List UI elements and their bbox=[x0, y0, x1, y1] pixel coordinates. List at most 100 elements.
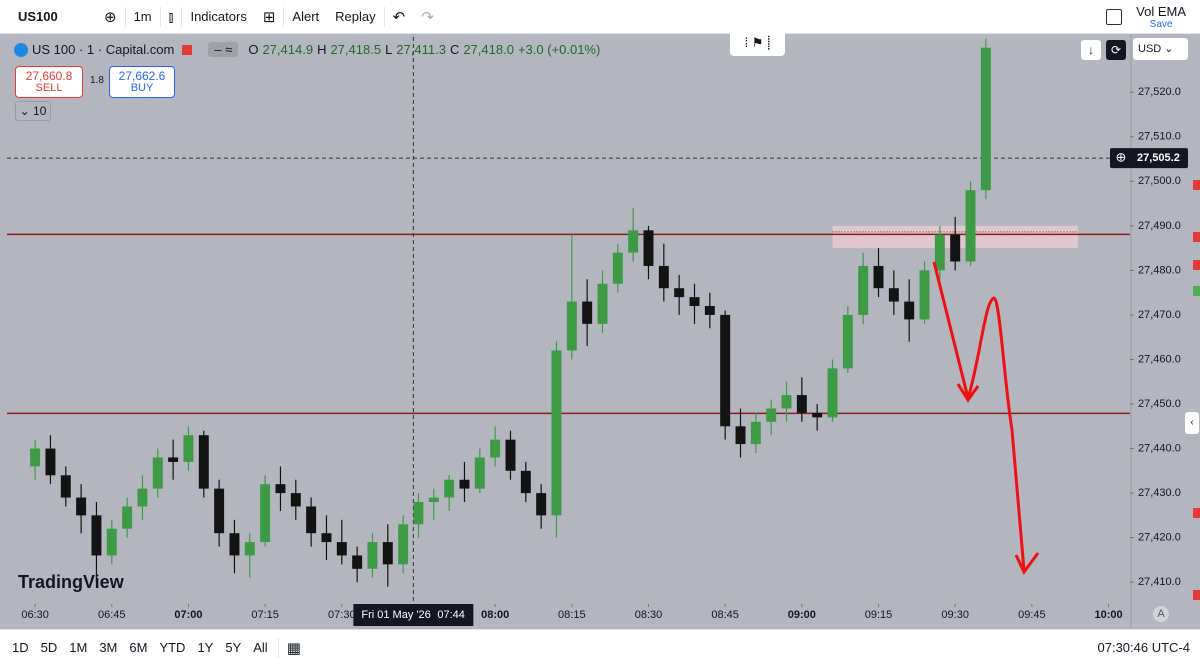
candle-body bbox=[428, 497, 439, 503]
y-tick-label: 27,410.0 bbox=[1138, 576, 1181, 588]
side-marker bbox=[1193, 232, 1200, 242]
separator bbox=[124, 6, 126, 27]
candle-body bbox=[750, 421, 761, 445]
y-tick-label: 27,450.0 bbox=[1138, 398, 1181, 410]
bottom-toolbar: 1D 5D 1M 3M 6M YTD 1Y 5Y All ▦ 07:30:46 UTC-4 bbox=[0, 629, 1200, 665]
buy-button[interactable]: 27,662.6 BUY bbox=[109, 66, 175, 98]
candle-body bbox=[490, 439, 501, 458]
layouts-icon[interactable]: ⊞ bbox=[262, 7, 276, 26]
separator bbox=[383, 6, 385, 27]
side-marker bbox=[1193, 508, 1200, 518]
symbol-logo bbox=[14, 42, 28, 57]
candle-body bbox=[566, 301, 577, 351]
range-button[interactable]: 6M bbox=[129, 640, 148, 655]
replay-button[interactable]: Replay bbox=[335, 9, 376, 24]
x-tick-label: 09:30 bbox=[941, 609, 969, 621]
interval[interactable]: 1m bbox=[133, 9, 152, 24]
volume-toggle[interactable]: ⌄ 10 bbox=[15, 101, 51, 121]
candle-body bbox=[980, 47, 991, 191]
candle-body bbox=[352, 555, 363, 569]
candle-body bbox=[536, 493, 547, 516]
y-tick-label: 27,420.0 bbox=[1138, 532, 1181, 544]
range-button[interactable]: 1Y bbox=[197, 640, 214, 655]
auto-label: A bbox=[1157, 608, 1165, 620]
y-tick-label: 27,460.0 bbox=[1138, 353, 1181, 365]
candle-body bbox=[91, 515, 102, 556]
y-tick-label: 27,440.0 bbox=[1138, 442, 1181, 454]
y-tick-label: 27,490.0 bbox=[1138, 220, 1181, 232]
side-marker bbox=[1193, 180, 1200, 190]
candle-body bbox=[858, 265, 869, 315]
range-button[interactable]: 5Y bbox=[225, 640, 242, 655]
candle-body bbox=[275, 484, 286, 494]
y-tick-label: 27,500.0 bbox=[1138, 175, 1181, 187]
crosshair-date: Fri 01 May '26 bbox=[361, 609, 430, 621]
range-button[interactable]: 1D bbox=[12, 640, 29, 655]
range-button[interactable]: All bbox=[253, 640, 268, 655]
sync-button[interactable]: ⟳ bbox=[1106, 40, 1126, 60]
chart-type-icon[interactable]: ⫾ bbox=[168, 7, 174, 26]
x-tick-label: 08:45 bbox=[711, 609, 739, 621]
candle-body bbox=[781, 395, 792, 409]
candle-body bbox=[965, 190, 976, 262]
candle-body bbox=[168, 457, 179, 462]
l-value: 27,411.3 bbox=[396, 42, 446, 57]
symbol[interactable]: US100 bbox=[18, 9, 58, 24]
range-button[interactable]: 1M bbox=[69, 640, 88, 655]
candle-body bbox=[444, 479, 455, 498]
candle-body bbox=[45, 448, 56, 476]
y-tick-label: 27,430.0 bbox=[1138, 487, 1181, 499]
h-value: 27,418.5 bbox=[330, 42, 382, 57]
range-button[interactable]: 5D bbox=[40, 640, 58, 655]
currency-select[interactable]: USD ⌄ bbox=[1133, 38, 1188, 60]
candle-body bbox=[260, 484, 271, 543]
range-button[interactable]: YTD bbox=[159, 640, 186, 655]
y-tick-label: 27,480.0 bbox=[1138, 264, 1181, 276]
candle-body bbox=[30, 448, 41, 467]
scroll-button[interactable]: ↓ bbox=[1081, 40, 1101, 60]
candle-body bbox=[336, 542, 347, 556]
redo-icon[interactable]: ↷ bbox=[421, 7, 434, 26]
candle-body bbox=[582, 301, 593, 324]
y-tick-label: 27,520.0 bbox=[1138, 86, 1181, 98]
candle-body bbox=[720, 314, 731, 427]
save-link[interactable]: Save bbox=[1149, 18, 1173, 30]
volume-count: 10 bbox=[33, 104, 47, 118]
separator bbox=[283, 6, 285, 27]
x-tick-label: 10:00 bbox=[1094, 609, 1122, 621]
logo: TradingView bbox=[18, 572, 125, 592]
sell-button[interactable]: 27,660.8 SELL bbox=[15, 66, 83, 98]
auto-button[interactable] bbox=[1153, 606, 1169, 622]
o-label: O bbox=[248, 42, 259, 57]
x-tick-label: 09:00 bbox=[788, 609, 816, 621]
candle-body bbox=[152, 457, 163, 489]
candle-body bbox=[704, 306, 715, 315]
l-label: L bbox=[385, 42, 393, 57]
checkbox[interactable] bbox=[1106, 8, 1123, 25]
o-value: 27,414.9 bbox=[262, 42, 314, 57]
candle-body bbox=[796, 395, 807, 413]
annotation-arrow bbox=[966, 296, 1040, 575]
goto-date-icon[interactable]: ▦ bbox=[286, 638, 301, 657]
separator bbox=[277, 637, 279, 658]
candle-body bbox=[597, 283, 608, 324]
undo-icon[interactable]: ↶ bbox=[392, 7, 406, 26]
crosshair-y-box bbox=[1110, 148, 1188, 169]
expand-button[interactable]: ‹ bbox=[1185, 412, 1199, 434]
alert-button[interactable]: Alert bbox=[292, 9, 320, 24]
candle-body bbox=[812, 412, 823, 418]
candle-body bbox=[459, 479, 470, 489]
y-tick-label: 27,470.0 bbox=[1138, 309, 1181, 321]
range-button[interactable]: 3M bbox=[99, 640, 118, 655]
candle-body bbox=[76, 497, 87, 516]
drawing-toolbar[interactable]: ⁞ ⚑ ⸽ bbox=[730, 30, 785, 56]
indicators-button[interactable]: Indicators bbox=[190, 9, 247, 24]
side-marker bbox=[1193, 590, 1200, 600]
candle-body bbox=[766, 408, 777, 422]
candle-body bbox=[904, 301, 915, 320]
compare-icon[interactable]: ⊕ bbox=[104, 7, 117, 26]
x-tick-label: 08:15 bbox=[558, 609, 586, 621]
separator bbox=[181, 6, 183, 27]
